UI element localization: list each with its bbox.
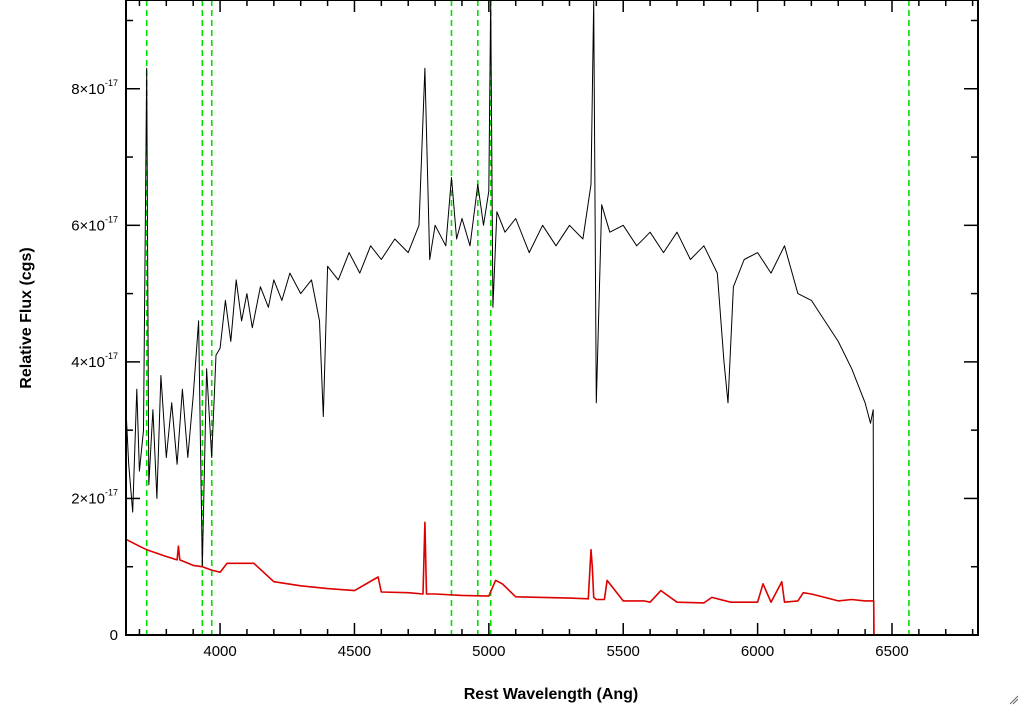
x-axis-title: Rest Wavelength (Ang) bbox=[464, 686, 639, 703]
y-tick-label: 0 bbox=[110, 627, 118, 644]
series-line-0 bbox=[125, 0, 978, 636]
x-tick-label: 4500 bbox=[338, 643, 371, 660]
x-tick-labels: 4000 4500 5000 5500 6000 6500 bbox=[203, 643, 908, 660]
y-axis-title: Relative Flux (cgs) bbox=[18, 247, 35, 388]
x-tick-label: 5500 bbox=[607, 643, 640, 660]
y-tick-label: 2×10-17 bbox=[71, 487, 118, 507]
y-tick-label: 8×10-17 bbox=[71, 78, 118, 98]
y-tick-label: 4×10-17 bbox=[71, 351, 118, 371]
plot-frame bbox=[125, 0, 979, 636]
x-tick-label: 4000 bbox=[203, 643, 236, 660]
x-tick-label: 5000 bbox=[472, 643, 505, 660]
x-tick-label: 6500 bbox=[875, 643, 908, 660]
x-tick-label: 6000 bbox=[741, 643, 774, 660]
y-tick-labels: 0 2×10-17 4×10-17 6×10-17 8×10-17 bbox=[71, 78, 118, 644]
reference-lines bbox=[145, 0, 910, 635]
series-line-1 bbox=[125, 521, 978, 636]
y-tick-label: 6×10-17 bbox=[71, 214, 118, 234]
axis-ticks bbox=[126, 0, 978, 636]
resize-grip-icon bbox=[1009, 695, 1019, 705]
series-layer bbox=[125, 0, 978, 636]
